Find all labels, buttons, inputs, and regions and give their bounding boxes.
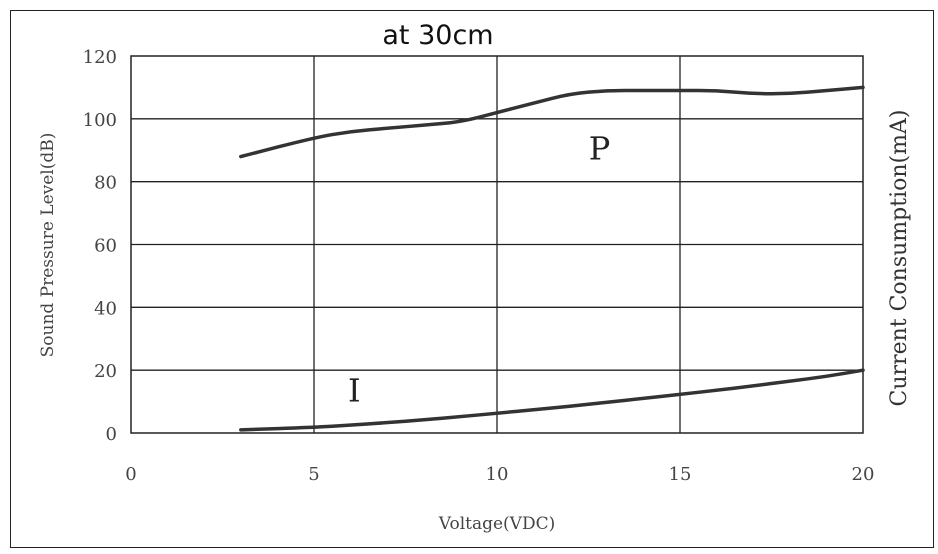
chart-frame	[10, 10, 934, 548]
y-tick-label-120: 120	[83, 47, 117, 68]
y-tick-label-20: 20	[94, 361, 117, 382]
x-tick-label-5: 5	[308, 464, 319, 485]
chart-title: at 30cm	[382, 20, 493, 51]
y-tick-label-0: 0	[106, 424, 117, 445]
y-tick-label-80: 80	[94, 173, 117, 194]
y-tick-label-100: 100	[83, 110, 117, 131]
x-axis-label: Voltage(VDC)	[438, 514, 555, 534]
series-line-I	[239, 368, 865, 432]
x-tick-label-20: 20	[852, 464, 875, 485]
x-tick-labels: 0 5 10 15 20	[125, 464, 874, 485]
plot-area-border	[130, 55, 864, 434]
series-line-P	[239, 85, 865, 159]
x-tick-label-0: 0	[125, 464, 136, 485]
x-tick-label-15: 15	[669, 464, 692, 485]
x-tick-label-10: 10	[486, 464, 509, 485]
y2-axis-label: Current Consumption(mA)	[887, 110, 912, 407]
plot-border	[130, 55, 864, 434]
y-tick-label-40: 40	[94, 298, 117, 319]
y-axis-label: Sound Pressure Level(dB)	[38, 133, 58, 358]
series-lines	[239, 85, 865, 432]
y-tick-label-60: 60	[94, 236, 117, 257]
annotation-P: P	[589, 130, 611, 168]
y-tick-labels: 0 20 40 60 80 100 120	[83, 47, 117, 445]
annotation-I: I	[348, 372, 361, 410]
annotations: PI	[348, 130, 610, 410]
grid	[131, 56, 863, 433]
